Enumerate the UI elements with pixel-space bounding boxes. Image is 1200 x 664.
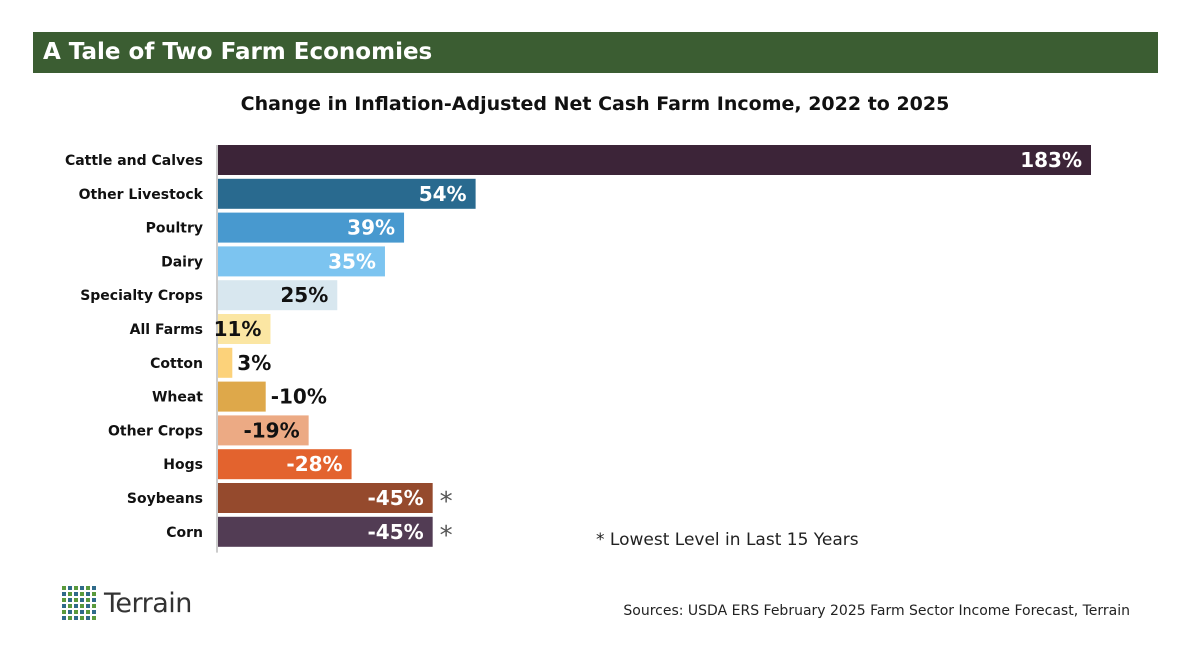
category-label: Hogs	[163, 457, 203, 473]
logo-dot	[74, 610, 78, 614]
bar	[218, 280, 338, 311]
category-label: Dairy	[161, 254, 203, 270]
chart-title: Change in Inflation-Adjusted Net Cash Fa…	[240, 93, 950, 115]
logo-dots-icon	[62, 586, 96, 620]
bar	[218, 483, 433, 513]
logo-dot	[74, 616, 78, 620]
category-label: All Farms	[130, 322, 203, 338]
logo-dot	[80, 586, 84, 590]
logo-dot	[62, 592, 66, 596]
value-label: -10%	[271, 385, 327, 409]
value-label: 54%	[419, 182, 467, 206]
logo-text: Terrain	[104, 587, 192, 619]
title-banner: A Tale of Two Farm Economies	[33, 32, 1158, 73]
value-label: 39%	[347, 216, 395, 240]
value-label: 35%	[328, 249, 376, 273]
logo-dot	[80, 610, 84, 614]
logo-dot	[68, 604, 72, 608]
logo-dot	[74, 586, 78, 590]
logo-dot	[80, 616, 84, 620]
bar	[218, 449, 352, 480]
logo-dot	[68, 616, 72, 620]
logo-dot	[62, 586, 66, 590]
bar	[218, 314, 271, 344]
logo-dot	[92, 610, 96, 614]
value-label: 11%	[214, 317, 262, 341]
logo-dot	[68, 586, 72, 590]
logo-dot	[92, 586, 96, 590]
category-label: Specialty Crops	[80, 288, 203, 304]
logo-dot	[68, 610, 72, 614]
logo-dot	[80, 598, 84, 602]
category-label: Other Livestock	[79, 187, 204, 203]
value-label: -45%	[368, 486, 424, 510]
logo-dot	[62, 604, 66, 608]
logo-dot	[68, 592, 72, 596]
category-label: Corn	[166, 525, 203, 541]
footnote: * Lowest Level in Last 15 Years	[596, 530, 859, 550]
category-label: Cattle and Calves	[65, 153, 203, 169]
value-label: 183%	[1020, 148, 1082, 172]
bar	[218, 516, 433, 547]
logo-dot	[62, 610, 66, 614]
logo-dot	[74, 598, 78, 602]
terrain-logo: Terrain	[62, 583, 192, 623]
bar	[218, 145, 1091, 175]
category-label: Soybeans	[127, 491, 203, 507]
logo-dot	[86, 616, 90, 620]
logo-dot	[62, 598, 66, 602]
bar	[218, 381, 266, 412]
bar	[218, 347, 233, 378]
category-label: Wheat	[152, 390, 203, 406]
logo-dot	[86, 586, 90, 590]
logo-dot	[86, 610, 90, 614]
logo-dot	[86, 598, 90, 602]
logo-dot	[74, 592, 78, 596]
value-label: 3%	[237, 351, 271, 375]
bar	[218, 178, 476, 209]
logo-dot	[86, 604, 90, 608]
logo-dot	[68, 598, 72, 602]
logo-dot	[86, 592, 90, 596]
logo-dot	[62, 616, 66, 620]
logo-dot	[92, 598, 96, 602]
logo-dot	[92, 592, 96, 596]
logo-dot	[92, 604, 96, 608]
category-label: Other Crops	[108, 423, 203, 439]
banner-title: A Tale of Two Farm Economies	[43, 39, 433, 65]
logo-dot	[74, 604, 78, 608]
asterisk-marker: *	[440, 521, 453, 551]
value-label: 25%	[280, 283, 328, 307]
logo-dot	[92, 616, 96, 620]
category-label: Cotton	[150, 356, 203, 372]
value-label: -28%	[286, 452, 342, 476]
bar	[218, 212, 405, 243]
asterisk-marker: *	[440, 487, 453, 517]
category-label: Poultry	[146, 221, 203, 237]
sources-note: Sources: USDA ERS February 2025 Farm Sec…	[623, 603, 1130, 619]
value-label: -45%	[368, 520, 424, 544]
value-label: -19%	[243, 418, 299, 442]
logo-dot	[80, 592, 84, 596]
logo-dot	[80, 604, 84, 608]
bar	[218, 415, 309, 446]
bar	[218, 246, 385, 277]
